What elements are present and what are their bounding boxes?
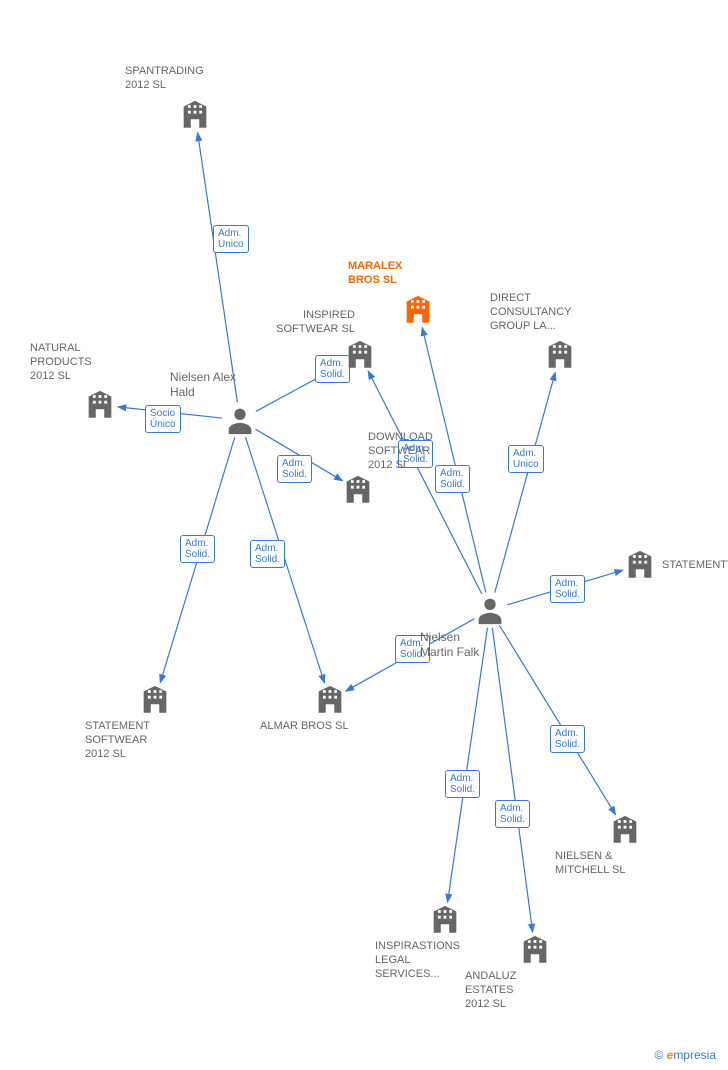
edge: [448, 628, 488, 902]
company-node[interactable]: [401, 293, 435, 327]
building-icon: [313, 683, 347, 717]
node-label: MARALEX BROS SL: [348, 260, 488, 288]
company-node[interactable]: [341, 473, 375, 507]
node-label: INSPIRED SOFTWEAR SL: [265, 309, 355, 337]
person-icon: [223, 403, 257, 437]
company-node[interactable]: [623, 548, 657, 582]
edge-label: Adm. Unico: [508, 445, 544, 473]
building-icon: [341, 473, 375, 507]
company-node[interactable]: [428, 903, 462, 937]
building-icon: [608, 813, 642, 847]
node-label: DOWNLOAD SOFTWEAR 2012 SL: [368, 431, 458, 472]
node-label: NIELSEN & MITCHELL SL: [555, 850, 695, 878]
company-node[interactable]: [138, 683, 172, 717]
edge-label: Adm. Solid.: [250, 540, 285, 568]
building-icon: [623, 548, 657, 582]
company-node[interactable]: [343, 338, 377, 372]
person-node[interactable]: [473, 593, 507, 627]
node-label: STATEMENTTRACE1 SL: [662, 559, 728, 573]
brand-rest: mpresia: [673, 1048, 716, 1062]
building-icon: [428, 903, 462, 937]
edge: [492, 628, 532, 932]
edge: [495, 372, 555, 592]
node-label: NATURAL PRODUCTS 2012 SL: [30, 342, 170, 383]
company-node[interactable]: [313, 683, 347, 717]
company-node[interactable]: [178, 98, 212, 132]
company-node[interactable]: [608, 813, 642, 847]
node-label: DIRECT CONSULTANCY GROUP LA...: [490, 292, 630, 333]
node-label: ANDALUZ ESTATES 2012 SL: [465, 970, 605, 1011]
node-label: Nielsen Martin Falk: [420, 630, 560, 660]
edge-label: Adm. Solid.: [550, 725, 585, 753]
edge-label: Adm. Solid.: [445, 770, 480, 798]
company-node[interactable]: [518, 933, 552, 967]
copyright: © empresia: [654, 1048, 716, 1062]
edge-label: Adm. Solid.: [495, 800, 530, 828]
edge-label: Adm. Solid.: [180, 535, 215, 563]
edge-label: Adm. Unico: [213, 225, 249, 253]
building-icon: [518, 933, 552, 967]
edge-label: Adm. Solid.: [550, 575, 585, 603]
node-label: Nielsen Alex Hald: [170, 370, 310, 400]
company-node[interactable]: [543, 338, 577, 372]
person-icon: [473, 593, 507, 627]
edge: [198, 133, 238, 402]
edge-label: Socio Único: [145, 405, 181, 433]
edge-label: Adm. Solid.: [277, 455, 312, 483]
building-icon: [138, 683, 172, 717]
building-icon: [543, 338, 577, 372]
node-label: SPANTRADING 2012 SL: [125, 65, 265, 93]
building-icon: [83, 388, 117, 422]
person-node[interactable]: [223, 403, 257, 437]
building-icon: [343, 338, 377, 372]
copyright-symbol: ©: [654, 1048, 663, 1062]
node-label: ALMAR BROS SL: [260, 720, 400, 734]
node-label: STATEMENT SOFTWEAR 2012 SL: [85, 720, 225, 761]
building-icon: [178, 98, 212, 132]
building-icon: [401, 293, 435, 327]
company-node[interactable]: [83, 388, 117, 422]
